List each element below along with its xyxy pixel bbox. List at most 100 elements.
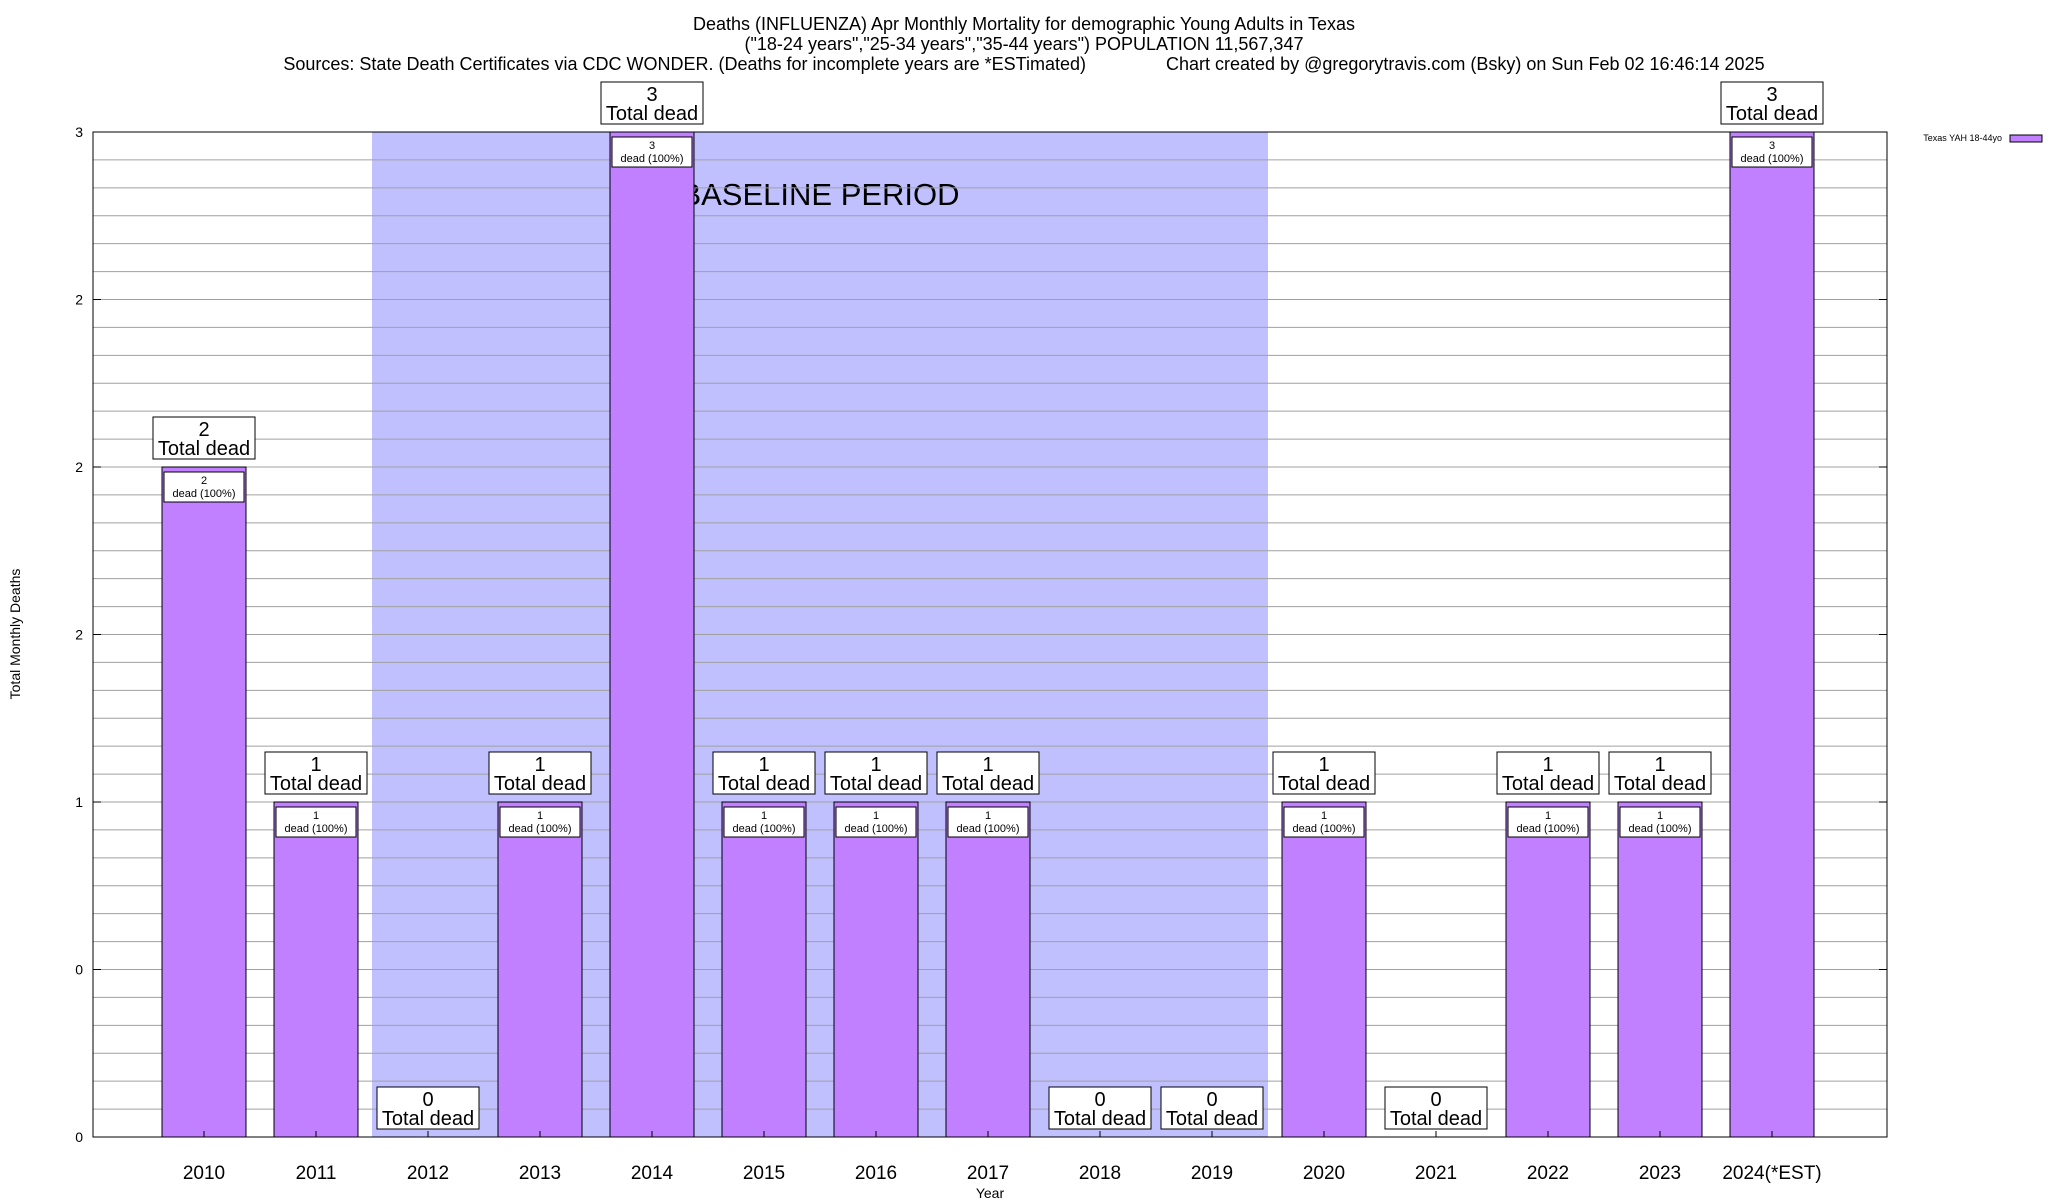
bar	[609, 131, 695, 1138]
bar	[833, 801, 919, 1138]
total-label: Total dead	[1390, 1108, 1482, 1130]
x-tick-label: 2018	[1079, 1163, 1121, 1184]
total-label: Total dead	[942, 773, 1034, 795]
total-value: 2	[198, 419, 209, 441]
chart-source-line: Sources: State Death Certificates via CD…	[283, 54, 1765, 74]
baseline-period-label: BASELINE PERIOD	[680, 177, 959, 212]
total-value: 1	[982, 754, 993, 776]
total-value: 0	[1206, 1089, 1217, 1111]
x-tick-label: 2021	[1415, 1163, 1457, 1184]
x-axis-label: Year	[976, 1185, 1005, 1200]
bar-value-label: 3	[1769, 140, 1775, 152]
bar-value-box	[1619, 806, 1701, 838]
bar-percent-label: dead (100%)	[1293, 823, 1356, 835]
bar-value-label: 1	[313, 810, 319, 822]
x-tick-label: 2020	[1303, 1163, 1345, 1184]
bar-value-box	[723, 806, 805, 838]
total-value: 1	[1654, 754, 1665, 776]
total-label: Total dead	[606, 103, 698, 125]
total-value: 1	[1318, 754, 1329, 776]
bar-value-box	[163, 471, 245, 503]
bar-value-box	[499, 806, 581, 838]
legend-label: Texas YAH 18-44yo	[1923, 133, 2002, 143]
bar	[945, 801, 1031, 1138]
total-value: 3	[1766, 84, 1777, 106]
total-label: Total dead	[270, 773, 362, 795]
bar	[1729, 131, 1815, 1138]
x-tick-label: 2017	[967, 1163, 1009, 1184]
bar-value-label: 1	[1657, 810, 1663, 822]
y-tick-label: 0	[75, 1129, 83, 1145]
total-value: 1	[310, 754, 321, 776]
total-value: 0	[1430, 1089, 1441, 1111]
x-tick-label: 2023	[1639, 1163, 1681, 1184]
total-value: 1	[870, 754, 881, 776]
bar-value-box	[1283, 806, 1365, 838]
total-label: Total dead	[1278, 773, 1370, 795]
bar-value-box	[275, 806, 357, 838]
total-box	[1496, 751, 1600, 795]
total-value: 3	[646, 84, 657, 106]
bar	[273, 801, 359, 1138]
y-tick-label: 2	[75, 627, 83, 643]
bar-value-box	[611, 136, 693, 168]
bar-value-label: 1	[761, 810, 767, 822]
bar-value-label: 3	[649, 140, 655, 152]
bar-percent-label: dead (100%)	[733, 823, 796, 835]
x-tick-label: 2022	[1527, 1163, 1569, 1184]
legend: Texas YAH 18-44yo	[1923, 133, 2043, 143]
total-box	[936, 751, 1040, 795]
bar-percent-label: dead (100%)	[173, 488, 236, 500]
total-value: 1	[758, 754, 769, 776]
total-label: Total dead	[1726, 103, 1818, 125]
y-tick-label: 1	[75, 794, 83, 810]
legend-swatch	[2009, 134, 2043, 143]
total-box	[1048, 1086, 1152, 1130]
bar-value-label: 1	[1321, 810, 1327, 822]
total-value: 0	[1094, 1089, 1105, 1111]
bar	[497, 801, 583, 1138]
bar-percent-label: dead (100%)	[285, 823, 348, 835]
total-box	[1272, 751, 1376, 795]
bar-value-box	[947, 806, 1029, 838]
total-label: Total dead	[830, 773, 922, 795]
x-tick-label: 2010	[183, 1163, 225, 1184]
total-label: Total dead	[1166, 1108, 1258, 1130]
total-box	[1608, 751, 1712, 795]
y-tick-label: 3	[75, 124, 83, 140]
total-box	[600, 81, 704, 125]
total-box	[264, 751, 368, 795]
total-box	[376, 1086, 480, 1130]
bar-percent-label: dead (100%)	[1517, 823, 1580, 835]
chart-subtitle: ("18-24 years","25-34 years","35-44 year…	[744, 34, 1304, 54]
bar-value-label: 2	[201, 475, 207, 487]
x-tick-label: 2015	[743, 1163, 785, 1184]
total-value: 1	[1542, 754, 1553, 776]
bar-percent-label: dead (100%)	[845, 823, 908, 835]
bar	[1505, 801, 1591, 1138]
y-tick-label: 2	[75, 459, 83, 475]
chart-title: Deaths (INFLUENZA) Apr Monthly Mortality…	[693, 14, 1355, 34]
total-label: Total dead	[494, 773, 586, 795]
total-box	[1160, 1086, 1264, 1130]
bar	[721, 801, 807, 1138]
bar	[1617, 801, 1703, 1138]
total-box	[488, 751, 592, 795]
y-axis-label: Total Monthly Deaths	[7, 569, 23, 700]
total-box	[712, 751, 816, 795]
bar	[1281, 801, 1367, 1138]
